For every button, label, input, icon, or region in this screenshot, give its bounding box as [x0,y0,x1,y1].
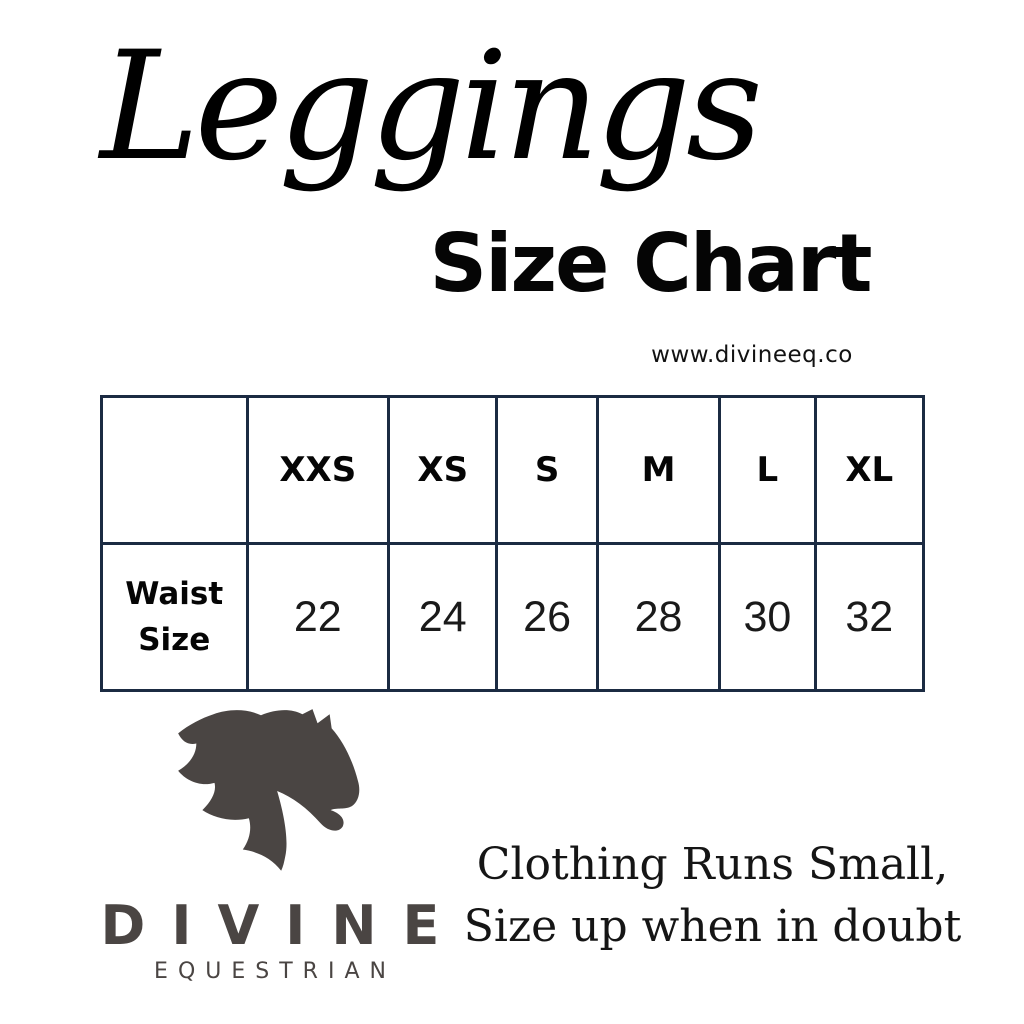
waist-value-l: 30 [718,542,817,692]
size-col-xl: XL [813,395,926,545]
waist-value-xl: 32 [813,542,926,692]
waist-label-line2: Size [138,622,211,658]
size-col-m: M [595,395,722,545]
waist-size-row: Waist Size 22 24 26 28 30 32 [100,542,926,692]
brand-name: DIVINE [100,894,466,957]
brand-subtitle: EQUESTRIAN [154,959,396,984]
corner-cell [100,395,249,545]
horse-head-icon [178,709,360,871]
size-col-xxs: XXS [245,395,391,545]
size-col-s: S [495,395,599,545]
product-title-script: Leggings [100,20,763,194]
waist-size-label: Waist Size [100,542,249,692]
waist-value-xs: 24 [387,542,499,692]
size-header-row: XXS XS S M L XL [100,395,926,545]
waist-value-m: 28 [595,542,722,692]
sizing-note-line2: Size up when in doubt [463,900,962,952]
sizing-note: Clothing Runs Small, Size up when in dou… [460,834,965,957]
size-chart-table: XXS XS S M L XL Waist Size 22 24 26 28 3… [100,395,926,692]
waist-label-line1: Waist [125,575,224,612]
waist-value-xxs: 22 [245,542,391,692]
page-title: Size Chart [429,217,872,310]
waist-value-s: 26 [495,542,599,692]
size-col-xs: XS [387,395,499,545]
sizing-note-line1: Clothing Runs Small, [476,839,949,890]
website-url: www.divineeq.co [651,342,853,368]
size-col-l: L [718,395,817,545]
